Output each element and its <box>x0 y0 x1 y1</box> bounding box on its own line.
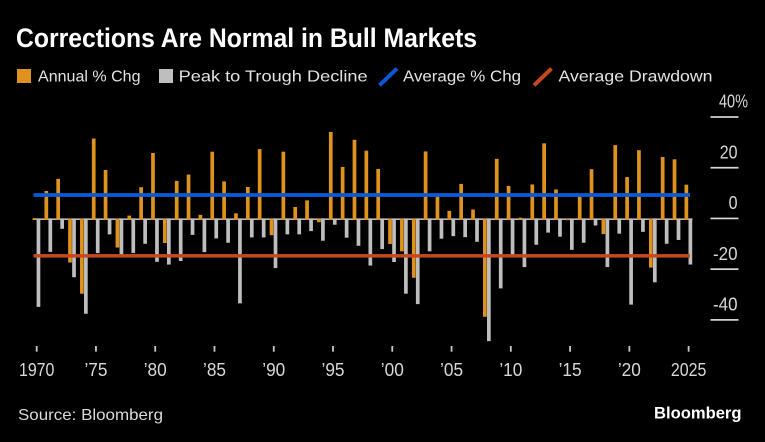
svg-text:’95: ’95 <box>322 360 345 380</box>
svg-text:’05: ’05 <box>440 360 463 380</box>
svg-text:Average % Chg: Average % Chg <box>403 69 521 86</box>
svg-text:Peak to Trough Decline: Peak to Trough Decline <box>179 69 368 86</box>
svg-text:Average Drawdown: Average Drawdown <box>559 69 713 86</box>
svg-text:40%: 40% <box>719 92 748 112</box>
svg-text:Bloomberg: Bloomberg <box>654 404 742 423</box>
svg-text:-20: -20 <box>713 244 738 264</box>
svg-text:’90: ’90 <box>262 360 285 380</box>
svg-text:2025: 2025 <box>671 360 707 380</box>
svg-text:Corrections Are Normal in Bull: Corrections Are Normal in Bull Markets <box>16 23 477 53</box>
svg-text:20: 20 <box>720 142 738 162</box>
svg-text:1970: 1970 <box>19 360 55 380</box>
svg-text:-40: -40 <box>713 295 738 315</box>
svg-text:’80: ’80 <box>144 360 167 380</box>
svg-text:’00: ’00 <box>381 360 404 380</box>
svg-text:’10: ’10 <box>499 360 522 380</box>
svg-text:’75: ’75 <box>84 360 107 380</box>
svg-text:’15: ’15 <box>559 360 582 380</box>
svg-text:Annual % Chg: Annual % Chg <box>38 69 141 86</box>
svg-text:’85: ’85 <box>203 360 226 380</box>
svg-text:’20: ’20 <box>618 360 641 380</box>
svg-text:Source: Bloomberg: Source: Bloomberg <box>18 407 163 424</box>
svg-text:0: 0 <box>729 193 738 213</box>
